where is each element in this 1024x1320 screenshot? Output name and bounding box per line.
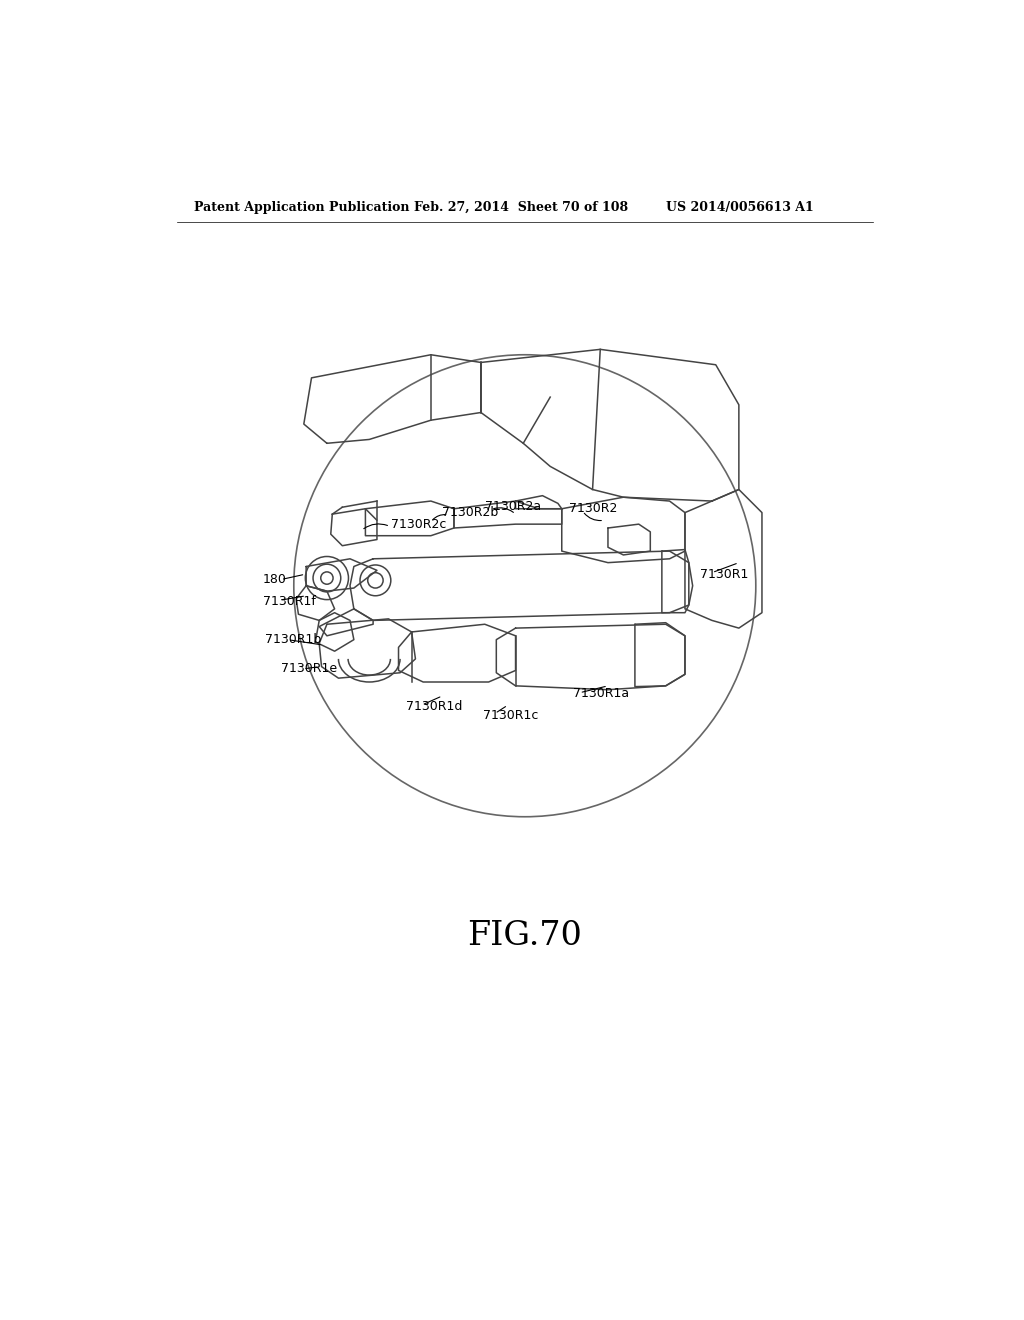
Text: FIG.70: FIG.70 [467, 920, 583, 952]
Text: 7130R1a: 7130R1a [573, 686, 630, 700]
Text: Feb. 27, 2014  Sheet 70 of 108: Feb. 27, 2014 Sheet 70 of 108 [414, 201, 628, 214]
Text: 7130R1: 7130R1 [700, 568, 749, 581]
Text: 7130R1b: 7130R1b [265, 634, 322, 647]
Text: 7130R2: 7130R2 [569, 502, 617, 515]
Text: 7130R2b: 7130R2b [442, 506, 499, 519]
Text: 7130R1f: 7130R1f [263, 594, 315, 607]
Text: 7130R2c: 7130R2c [391, 519, 446, 532]
Text: 7130R2a: 7130R2a [484, 500, 541, 513]
Text: Patent Application Publication: Patent Application Publication [194, 201, 410, 214]
Text: 7130R1c: 7130R1c [483, 709, 539, 722]
Text: 7130R1e: 7130R1e [281, 663, 337, 676]
Text: 7130R1d: 7130R1d [407, 700, 463, 713]
Text: 180: 180 [263, 573, 287, 586]
Text: US 2014/0056613 A1: US 2014/0056613 A1 [666, 201, 813, 214]
